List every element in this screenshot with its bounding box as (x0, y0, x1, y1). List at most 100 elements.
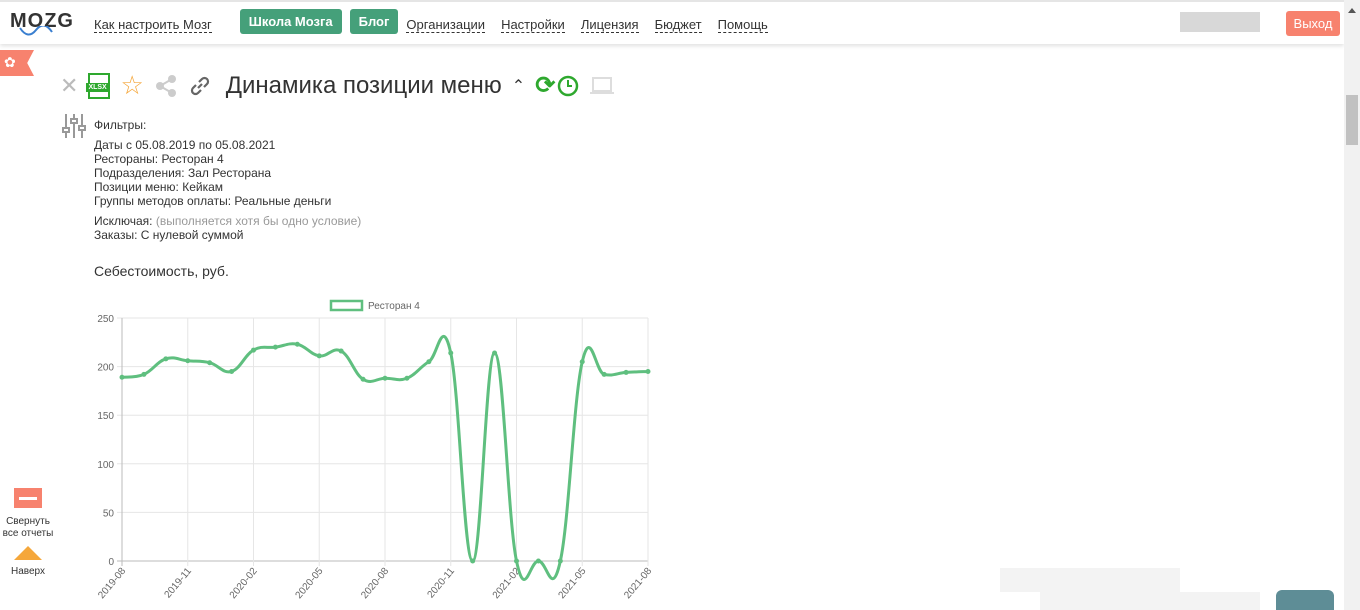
filter-key: Группы методов оплаты: (94, 194, 232, 208)
data-point (557, 558, 563, 564)
data-point (119, 374, 125, 380)
data-point (360, 376, 366, 382)
filter-row: Позиции меню: Кейкам (94, 180, 361, 194)
nav-link[interactable]: Бюджет (654, 16, 702, 33)
filter-row: Подразделения: Зал Ресторана (94, 166, 361, 180)
filter-value: Зал Ресторана (187, 166, 272, 180)
filter-key: Рестораны: (94, 152, 159, 166)
data-point (382, 375, 388, 381)
share-icon[interactable] (154, 74, 178, 98)
nav-button[interactable]: Школа Мозга (239, 9, 342, 34)
x-tick-label: 2020-08 (359, 566, 391, 602)
arrow-up-icon (14, 546, 42, 560)
x-tick-label: 2021-05 (557, 566, 589, 602)
logout-button[interactable]: Выход (1286, 11, 1340, 36)
y-tick-label: 100 (97, 460, 114, 471)
logo-text: MOZG (10, 10, 74, 32)
exclude-note: (выполняется хотя бы одно условие) (155, 214, 362, 228)
data-point (492, 350, 498, 356)
top-navbar: MOZG Как настроить Мозг Школа Мозга Блог Ор… (0, 0, 1344, 44)
data-point (185, 358, 191, 364)
collapse-chevron-icon[interactable]: ⌃ (511, 77, 526, 95)
nav-link[interactable]: Помощь (717, 16, 768, 33)
refresh-icon[interactable]: ⟳ (535, 72, 556, 99)
nav-button[interactable]: Блог (349, 9, 399, 34)
nav-link[interactable]: Настройки (501, 16, 565, 33)
filter-value: с 05.08.2019 по 05.08.2021 (126, 138, 276, 152)
legend-swatch (329, 299, 364, 312)
data-point (601, 371, 607, 377)
x-tick-label: 2020-11 (426, 566, 458, 601)
link-icon[interactable] (188, 74, 212, 98)
scroll-up-icon[interactable] (1348, 8, 1356, 13)
scroll-top-label: Наверх (11, 566, 45, 577)
filter-sliders-icon[interactable] (62, 114, 86, 138)
scroll-top-button[interactable]: Наверх (0, 546, 56, 577)
exclude-row: Исключая: (выполняется хотя бы одно усло… (94, 214, 361, 228)
watermark-blur (1000, 568, 1180, 592)
collapse-all-button[interactable]: Свернуть все отчеты (0, 488, 56, 540)
x-tick-label: 2019-08 (96, 566, 128, 602)
filter-key: Даты (94, 138, 123, 152)
data-point (294, 341, 300, 347)
data-point (426, 359, 432, 365)
y-tick-label: 200 (97, 363, 114, 374)
section-title: Себестоимость, руб. (94, 263, 229, 279)
line-chart: 0 50 100 150 200 250 2019-08 2019-11 2020-02 2020… (96, 299, 655, 602)
data-point (535, 558, 541, 564)
data-point (645, 368, 651, 374)
xlsx-export-icon[interactable]: XLSX (86, 72, 111, 99)
data-point (251, 347, 256, 353)
x-tick-label: 2020-02 (228, 566, 260, 602)
data-point (316, 353, 322, 359)
data-point (470, 558, 476, 564)
data-point (207, 360, 213, 366)
x-tick-label: 2021-08 (622, 566, 654, 602)
data-point (272, 344, 278, 350)
brain-icon: ✿ (4, 54, 16, 70)
legend-label: Ресторан 4 (368, 301, 420, 312)
logo[interactable]: MOZG (10, 10, 74, 36)
filter-row: Даты с 05.08.2019 по 05.08.2021 (94, 138, 361, 152)
y-tick-label: 50 (103, 508, 115, 519)
data-point (448, 350, 454, 356)
chat-widget-button[interactable] (1276, 590, 1334, 610)
filter-row: Группы методов оплаты: Реальные деньги (94, 194, 361, 208)
laptop-icon[interactable] (589, 75, 615, 97)
exclude-label: Исключая: (94, 214, 153, 228)
y-tick-label: 150 (97, 411, 114, 422)
data-point (163, 356, 169, 362)
report-toolbar: ✕ XLSX ☆ Динамика позиции меню ⌃ ⟳ (60, 70, 615, 101)
filter-value: Ресторан 4 (161, 152, 224, 166)
x-tick-label: 2019-11 (163, 566, 195, 601)
xlsx-label: XLSX (86, 82, 109, 92)
y-tick-label: 250 (97, 314, 114, 325)
data-point (338, 348, 344, 354)
clock-icon[interactable] (557, 75, 579, 97)
filter-row: Рестораны: Ресторан 4 (94, 152, 361, 166)
report-title: Динамика позиции меню (225, 71, 502, 99)
close-icon[interactable]: ✕ (60, 72, 79, 98)
x-tick-label: 2020-05 (294, 566, 326, 602)
filter-key: Позиции меню: (94, 180, 179, 194)
nav-link[interactable]: Лицензия (580, 16, 639, 33)
user-name-blurred[interactable] (1180, 12, 1260, 32)
brain-ribbon[interactable]: ✿ (0, 50, 34, 76)
data-point (141, 371, 147, 377)
scrollbar[interactable] (1344, 0, 1360, 610)
collapse-all-label: Свернуть все отчеты (2, 516, 54, 539)
data-point (579, 359, 585, 365)
nav-link[interactable]: Как настроить Мозг (94, 16, 212, 33)
data-point (229, 368, 235, 374)
filter-value: Кейкам (182, 180, 224, 194)
y-tick-label: 0 (108, 557, 114, 568)
nav-link[interactable]: Организации (406, 16, 486, 33)
filter-value: С нулевой суммой (140, 228, 244, 242)
data-point (404, 375, 410, 381)
filters-block: Фильтры: Даты с 05.08.2019 по 05.08.2021… (94, 118, 361, 242)
star-icon[interactable]: ☆ (120, 70, 144, 100)
watermark-blur (1040, 592, 1260, 610)
main-nav: Как настроить Мозг Школа Мозга Блог Организ… (94, 9, 784, 34)
scroll-thumb[interactable] (1346, 95, 1358, 145)
exclude-filter: Заказы: С нулевой суммой (94, 228, 361, 242)
